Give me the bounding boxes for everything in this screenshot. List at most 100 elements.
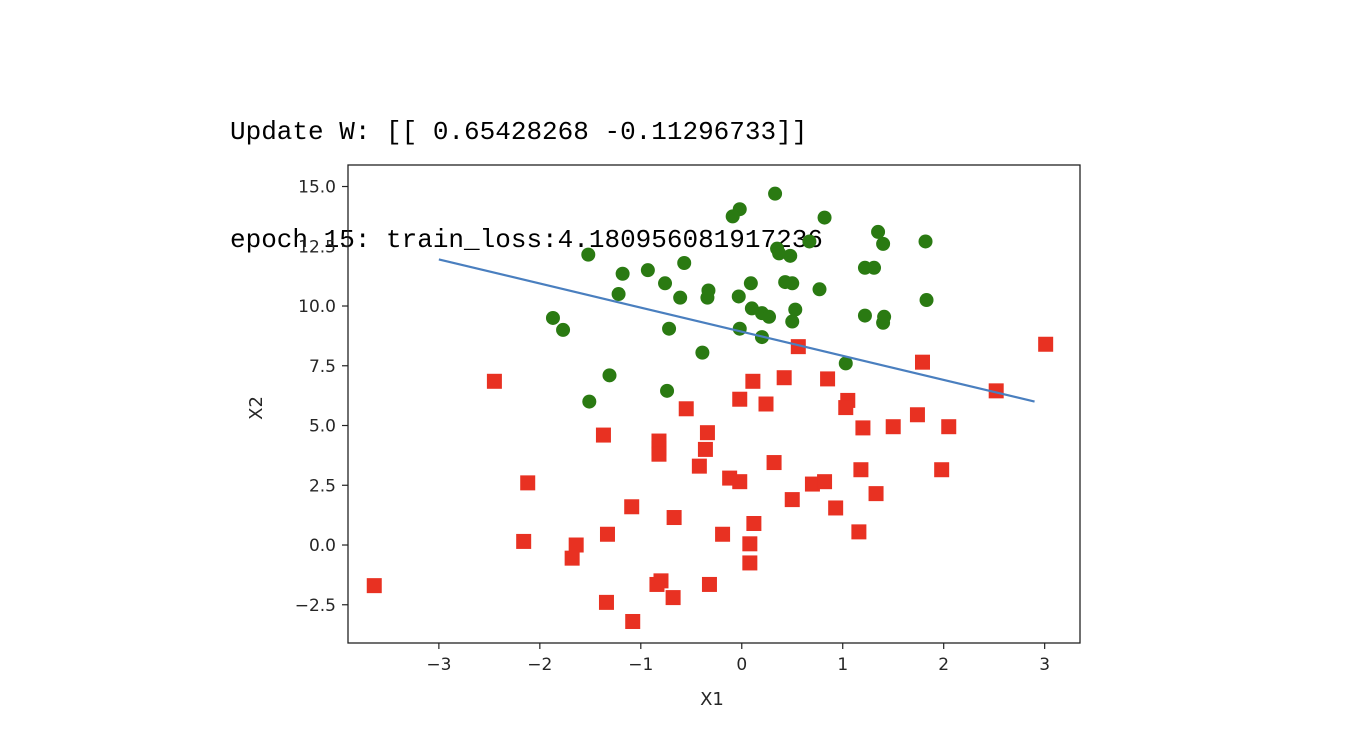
class-negative-point — [651, 446, 667, 462]
class-positive-point — [876, 236, 891, 251]
class-positive-point — [762, 309, 777, 324]
class-positive-point — [788, 302, 803, 317]
decision-boundary-line — [438, 258, 1035, 403]
class-negative-point — [868, 486, 884, 502]
class-positive-point — [582, 394, 597, 409]
class-positive-point — [918, 234, 933, 249]
class-positive-point — [673, 290, 688, 305]
class-negative-point — [564, 550, 580, 566]
class-negative-point — [745, 373, 761, 389]
class-negative-point — [697, 441, 713, 457]
y-tick-label: 10.0 — [298, 297, 336, 317]
class-positive-point — [615, 266, 630, 281]
class-positive-point — [611, 287, 626, 302]
y-tick-label: 7.5 — [309, 357, 336, 377]
class-positive-point — [662, 321, 677, 336]
class-positive-point — [812, 282, 827, 297]
class-negative-point — [732, 391, 748, 407]
class-negative-point — [624, 499, 640, 515]
class-negative-point — [934, 462, 950, 478]
class-negative-point — [691, 458, 707, 474]
class-negative-point — [988, 383, 1004, 399]
class-negative-point — [598, 594, 614, 610]
class-negative-point — [804, 476, 820, 492]
class-negative-point — [746, 516, 762, 531]
x-tick-label: −2 — [527, 655, 552, 675]
class-positive-point — [731, 289, 746, 304]
y-tick-label: 5.0 — [309, 417, 336, 437]
cell-output: Update W: [[ 0.65428268 -0.11296733]] ep… — [230, 42, 823, 294]
class-positive-point — [785, 276, 800, 291]
class-positive-point — [545, 310, 560, 325]
class-negative-point — [366, 578, 382, 594]
class-positive-point — [919, 293, 934, 308]
class-positive-point — [602, 368, 617, 383]
y-tick-label: 0.0 — [309, 536, 336, 556]
x-tick-label: 1 — [837, 655, 848, 675]
x-tick-label: 0 — [736, 655, 747, 675]
class-positive-point — [768, 186, 783, 201]
x-axis-label: X1 — [700, 689, 724, 710]
class-positive-point — [581, 247, 596, 262]
class-negative-point — [941, 419, 957, 435]
class-negative-point — [742, 536, 758, 552]
class-positive-point — [772, 246, 787, 261]
x-tick-label: 3 — [1039, 655, 1050, 675]
y-axis-label: X2 — [246, 396, 267, 420]
class-negative-point — [766, 455, 782, 471]
class-negative-point — [701, 576, 717, 592]
class-positive-point — [871, 224, 886, 239]
class-negative-point — [625, 613, 641, 629]
class-positive-point — [744, 301, 759, 316]
class-negative-point — [649, 576, 665, 592]
class-positive-point — [732, 321, 747, 336]
class-negative-point — [851, 524, 867, 540]
class-negative-point — [742, 555, 758, 571]
class-negative-point — [699, 425, 715, 441]
class-negative-point — [732, 474, 748, 490]
class-positive-point — [556, 322, 571, 337]
class-positive-point — [802, 234, 817, 249]
class-positive-point — [658, 276, 673, 291]
class-negative-point — [776, 370, 792, 386]
class-negative-point — [758, 396, 774, 412]
class-positive-point — [838, 356, 853, 371]
class-positive-point — [660, 383, 675, 398]
class-negative-point — [715, 526, 731, 542]
class-negative-point — [853, 462, 869, 478]
class-positive-point — [867, 260, 882, 275]
class-negative-point — [1038, 336, 1054, 352]
class-negative-point — [817, 474, 833, 490]
class-negative-point — [838, 400, 854, 416]
output-line-loss: epoch 15: train_loss:4.180956081917236 — [230, 225, 823, 255]
class-positive-point — [783, 248, 798, 263]
class-negative-point — [665, 590, 681, 606]
class-positive-point — [695, 345, 710, 360]
class-positive-point — [677, 255, 692, 270]
class-negative-point — [666, 510, 682, 526]
x-tick-label: −1 — [628, 655, 653, 675]
output-line-weights: Update W: [[ 0.65428268 -0.11296733]] — [230, 117, 808, 147]
class-positive-point — [785, 314, 800, 329]
class-negative-point — [599, 526, 615, 542]
class-negative-point — [595, 427, 611, 443]
class-positive-point — [640, 263, 655, 278]
class-negative-point — [520, 475, 536, 491]
class-positive-point — [725, 209, 740, 224]
y-tick-label: 12.5 — [298, 237, 336, 257]
class-negative-point — [914, 354, 930, 370]
y-tick-label: −2.5 — [295, 596, 336, 616]
class-positive-point — [743, 276, 758, 291]
class-negative-point — [784, 492, 800, 508]
axes-layer: −3 −2 −1 0 1 2 3 −2.5 0.0 2.5 5.0 7.5 10.0 12.5 15.0 — [295, 164, 1081, 675]
y-tick-label: 15.0 — [298, 178, 336, 198]
class-negative-point — [909, 407, 925, 423]
class-positive-point — [857, 308, 872, 323]
class-negative-point — [885, 419, 901, 435]
plot-frame — [347, 164, 1081, 644]
marks-layer — [366, 186, 1054, 629]
class-negative-point — [568, 537, 584, 553]
class-negative-point — [855, 420, 871, 436]
